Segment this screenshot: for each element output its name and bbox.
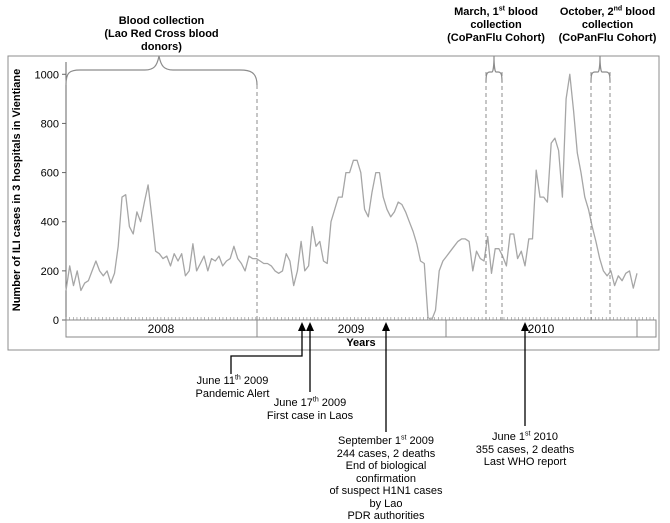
october-collection-line2: collection [581,19,634,31]
october-collection-line1: October, 2nd blood [559,5,656,18]
end-confirmation-label: September 1st 2009 244 cases, 2 deaths E… [326,434,446,523]
year-label-2009: 2009 [338,322,365,336]
arrow-first-case [306,322,314,392]
last-who-report-text: Last WHO report [483,456,567,468]
y-tick-label: 1000 [35,69,59,81]
end-confirmation-text1: End of biological confirmation [345,460,427,485]
x-axis-label: Years [346,337,375,349]
ili-chart: 0 200 400 600 800 1000 Number of ILI cases in… [7,55,660,432]
october-collection-line3: (CoPanFlu Cohort) [558,32,657,44]
series-line [65,73,638,321]
last-who-report-date: June 1st 2010 [491,430,558,443]
blood-collection-label: Blood collection (Lao Red Cross blood do… [84,15,239,54]
march-collection-label: March, 1st blood collection (CoPanFlu Co… [441,5,551,45]
year-label-2008: 2008 [148,322,175,336]
year-label-2010: 2010 [528,322,555,336]
y-tick-label: 600 [41,168,59,180]
y-ticks: 0 200 400 600 800 1000 [35,69,66,327]
pandemic-alert-text: Pandemic Alert [195,387,270,400]
blood-collection-brace [65,55,258,86]
year-band-frame [65,319,657,338]
blood-collection-line1: Blood collection [118,15,205,27]
y-tick-label: 0 [53,315,59,327]
end-confirmation-date: September 1st 2009 [338,434,434,447]
end-confirmation-text3: PDR authorities [347,510,425,522]
first-case-label: June 17th 2009 First case in Laos [258,396,362,422]
arrow-pandemic-alert [230,322,306,374]
plot-area-frame [7,55,660,351]
y-tick-label: 800 [41,118,59,130]
arrow-last-who-report [521,322,529,426]
last-who-report-cases: 355 cases, 2 deaths [475,443,575,456]
march-collection-line1: March, 1st blood [454,5,538,18]
first-case-date: June 17th 2009 [273,396,347,409]
end-confirmation-cases: 244 cases, 2 deaths [336,447,436,460]
october-collection-label: October, 2nd blood collection (CoPanFlu … [550,5,665,45]
end-confirmation-text2: of suspect H1N1 cases by Lao [329,485,443,510]
blood-collection-line2: (Lao Red Cross blood donors) [104,28,219,53]
y-axis-label: Number of ILI cases in 3 hospitals in Vi… [11,69,23,311]
march-collection-line3: (CoPanFlu Cohort) [447,32,545,44]
y-tick-label: 200 [41,266,59,278]
pandemic-alert-label: June 11th 2009 Pandemic Alert [185,374,280,400]
march-brace [485,55,503,83]
october-brace [590,55,611,83]
y-tick-label: 400 [41,217,59,229]
pandemic-alert-date: June 11th 2009 [196,374,269,387]
last-who-report-label: June 1st 2010 355 cases, 2 deaths Last W… [472,430,578,469]
arrow-end-confirmation [382,322,390,432]
first-case-text: First case in Laos [266,409,354,422]
march-collection-line2: collection [470,19,522,31]
